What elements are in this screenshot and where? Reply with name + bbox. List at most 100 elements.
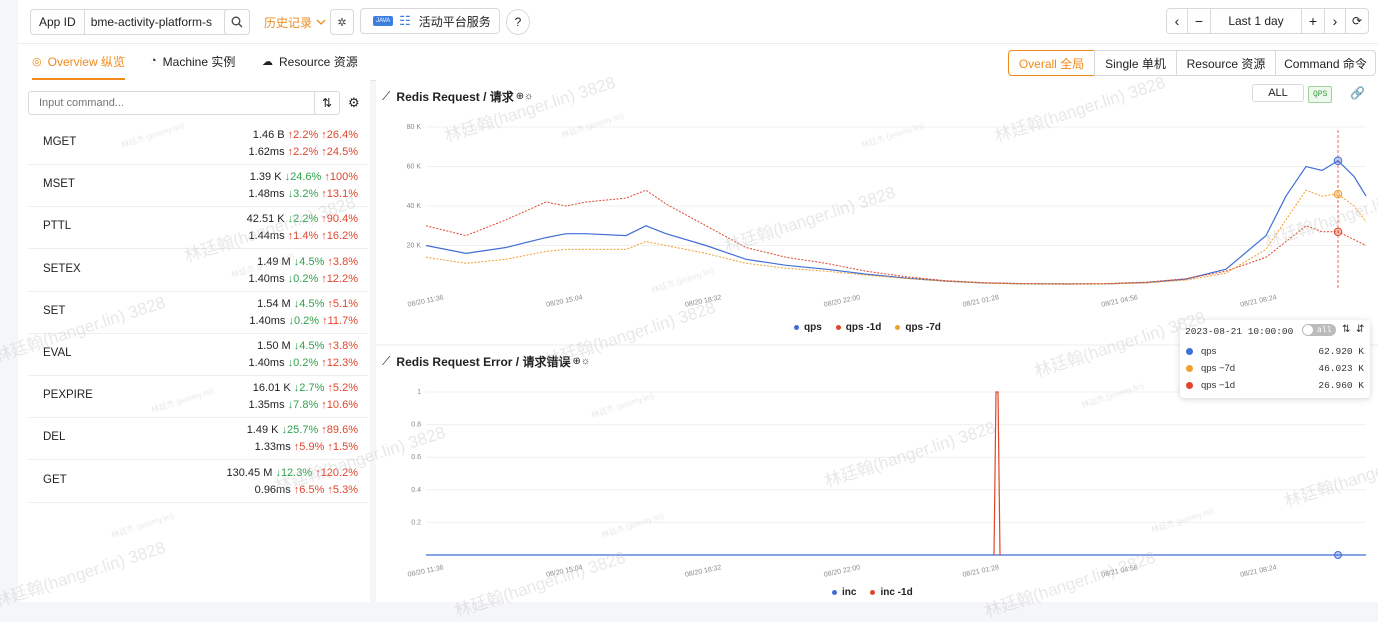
command-latency-line: 1.33ms ↑5.9% ↑1.5% (255, 441, 358, 453)
legend-item-qps-1d[interactable]: qps -1d (835, 322, 881, 333)
error-legend: inc inc -1d (832, 587, 913, 598)
command-name: SET (43, 304, 66, 317)
all-button[interactable]: ALL (1252, 84, 1304, 102)
latency-change-7d: ↑5.3% (327, 483, 358, 496)
error-chart-svg: 0.2 0.4 0.6 0.8 1 08/20 11:36 08/20 15:04 08/20… (407, 389, 1366, 579)
tab-overview[interactable]: ◎ Overview 纵览 (32, 44, 125, 80)
x-tick-label: 08/20 11:36 (407, 564, 444, 578)
tooltip-row: qps −7d 46.023 K (1186, 363, 1364, 374)
range-label[interactable]: Last 1 day (1210, 8, 1302, 34)
search-button[interactable] (224, 9, 250, 35)
command-name: DEL (43, 431, 66, 444)
history-dropdown[interactable]: 历史记录 (264, 9, 326, 35)
app-id-value[interactable]: bme-activity-platform-s (90, 15, 213, 29)
latency-change-1d: ↓0.2% (287, 357, 322, 369)
legend-item-qps-7d[interactable]: qps -7d (895, 322, 941, 333)
command-row[interactable]: MSET 1.39 K ↓24.6% ↑100% 1.48ms ↓3.2% ↑13.… (28, 164, 368, 208)
tooltip-series-value: 46.023 K (1318, 363, 1364, 374)
command-row[interactable]: PEXPIRE 16.01 K ↓2.7% ↑5.2% 1.35ms ↓7.8% ↑… (28, 375, 368, 419)
count-change-7d: ↑120.2% (315, 466, 358, 479)
tooltip-toggle[interactable]: all (1302, 324, 1336, 336)
x-tick-label: 08/20 11:36 (407, 294, 444, 308)
y-tick-label: 1 (417, 389, 421, 396)
zoom-out-button[interactable]: − (1187, 8, 1211, 34)
latency-change-1d: ↑6.5% (293, 483, 328, 496)
x-tick-label: 08/21 08:24 (1240, 564, 1278, 579)
hover-point (1333, 189, 1343, 199)
series-line-qps--1d (425, 189, 1367, 285)
command-row[interactable]: GET 130.45 M ↓12.3% ↑120.2% 0.96ms ↑6.5% ↑… (28, 460, 368, 503)
view-overall[interactable]: Overall 全局 (1008, 50, 1095, 76)
command-row[interactable]: SET 1.54 M ↓4.5% ↑5.1% 1.40ms ↓0.2% ↑11.7% (28, 291, 368, 334)
prev-range-button[interactable]: ‹ (1166, 8, 1188, 34)
latency-change-7d: ↑12.2% (321, 272, 358, 285)
tooltip-dot (1186, 382, 1193, 389)
latency-change-7d: ↑13.1% (321, 188, 358, 201)
service-selector[interactable]: JAVA ☷ 活动平台服务 (360, 8, 500, 34)
tab-machine[interactable]: ◔ Machine 实例 (150, 44, 235, 78)
legend-item-inc[interactable]: inc (832, 587, 856, 598)
latency-change-1d: ↑1.4% (287, 230, 322, 243)
search-icon (231, 16, 243, 28)
service-name: 活动平台服务 (418, 14, 491, 29)
sort-button[interactable]: ⇅ (314, 91, 340, 115)
sort-desc-icon[interactable]: ⇵ (1356, 325, 1365, 336)
latency-change-7d: ↑1.5% (327, 441, 358, 454)
command-row[interactable]: DEL 1.49 K ↓25.7% ↑89.6% 1.33ms ↑5.9% ↑1.5… (28, 417, 368, 461)
command-row[interactable]: EVAL 1.50 M ↓4.5% ↑3.8% 1.40ms ↓0.2% ↑12.3… (28, 333, 368, 376)
qps-badge[interactable]: QPS (1308, 86, 1333, 103)
command-count-line: 16.01 K ↓2.7% ↑5.2% (253, 382, 358, 394)
x-tick-label: 08/21 04:56 (1101, 564, 1139, 579)
top-toolbar: App ID bme-activity-platform-s 历史记录 ✲ JA… (18, 0, 1378, 44)
count-change-1d: ↓4.5% (293, 340, 328, 352)
command-input[interactable] (37, 96, 311, 110)
command-row[interactable]: MGET 1.46 B ↑2.2% ↑26.4% 1.62ms ↑2.2% ↑24.… (28, 122, 368, 165)
help-button[interactable]: ? (506, 9, 530, 35)
sort-asc-icon[interactable]: ⇅ (1342, 325, 1351, 336)
x-tick-label: 08/20 18:32 (684, 294, 722, 309)
request-title-text: Redis Request / 请求 (396, 90, 514, 104)
command-latency-line: 1.40ms ↓0.2% ↑12.3% (249, 357, 358, 369)
command-row[interactable]: SETEX 1.49 M ↓4.5% ↑3.8% 1.40ms ↓0.2% ↑12.… (28, 249, 368, 292)
tooltip-row: qps 62.920 K (1186, 346, 1364, 357)
latency-change-7d: ↑12.3% (321, 357, 358, 369)
command-row[interactable]: PTTL 42.51 K ↓2.2% ↑90.4% 1.44ms ↑1.4% ↑16… (28, 206, 368, 250)
count-change-1d: ↓2.2% (287, 213, 322, 226)
command-name: SETEX (43, 262, 81, 275)
command-list-panel: ⇅ ⚙ MGET 1.46 B ↑2.2% ↑26.4% 1.62ms ↑2.2% … (18, 80, 370, 602)
view-single[interactable]: Single 单机 (1094, 50, 1177, 76)
app-id-selector[interactable]: App ID bme-activity-platform-s (30, 9, 250, 35)
list-settings-button[interactable]: ⚙ (348, 95, 360, 111)
command-count: 1.46 B (252, 129, 288, 141)
request-chart-panel: ⟋ Redis Request / 请求 ⊕☼ ALL QPS 🔗 20 K 40… (376, 80, 1378, 344)
sort-icon: ⇅ (321, 96, 333, 110)
legend-item-qps[interactable]: qps (794, 322, 822, 333)
settings-button[interactable]: ✲ (330, 9, 354, 35)
command-count-line: 1.54 M ↓4.5% ↑5.1% (257, 298, 358, 310)
request-legend: qps qps -1d qps -7d (794, 322, 941, 333)
sparkle-icon: ✲ (337, 16, 347, 29)
tab-resource[interactable]: ☁ Resource 资源 (262, 44, 358, 78)
request-chart-title: ⟋ Redis Request / 请求 ⊕☼ (382, 88, 533, 105)
refresh-button[interactable]: ⟳ (1345, 8, 1369, 34)
zoom-in-button[interactable]: + (1301, 8, 1325, 34)
command-count: 1.39 K (249, 171, 285, 184)
legend-item-inc-1d[interactable]: inc -1d (870, 587, 913, 598)
lock-icon: ⊕☼ (572, 356, 590, 367)
view-command[interactable]: Command 命令 (1275, 50, 1376, 76)
link-icon[interactable]: 🔗 (1350, 86, 1365, 100)
view-resource[interactable]: Resource 资源 (1176, 50, 1276, 76)
error-chart-title: ⟋ Redis Request Error / 请求错误 ⊕☼ (382, 353, 590, 370)
command-name: MSET (43, 178, 75, 191)
next-range-button[interactable]: › (1324, 8, 1346, 34)
y-tick-label: 40 K (407, 203, 422, 210)
command-latency: 1.33ms (254, 441, 294, 454)
command-search[interactable] (28, 91, 330, 115)
line-chart-icon: ⟋ (382, 89, 391, 103)
request-chart-svg: 20 K 40 K 60 K 80 K 08/20 11:36 08/20 15:04 08… (407, 124, 1367, 309)
error-title-text: Redis Request Error / 请求错误 (396, 355, 571, 369)
tooltip-series-name: qps (1201, 346, 1217, 357)
command-latency-line: 1.44ms ↑1.4% ↑16.2% (249, 230, 358, 242)
command-count: 16.01 K (252, 382, 294, 395)
command-count: 42.51 K (246, 213, 288, 226)
